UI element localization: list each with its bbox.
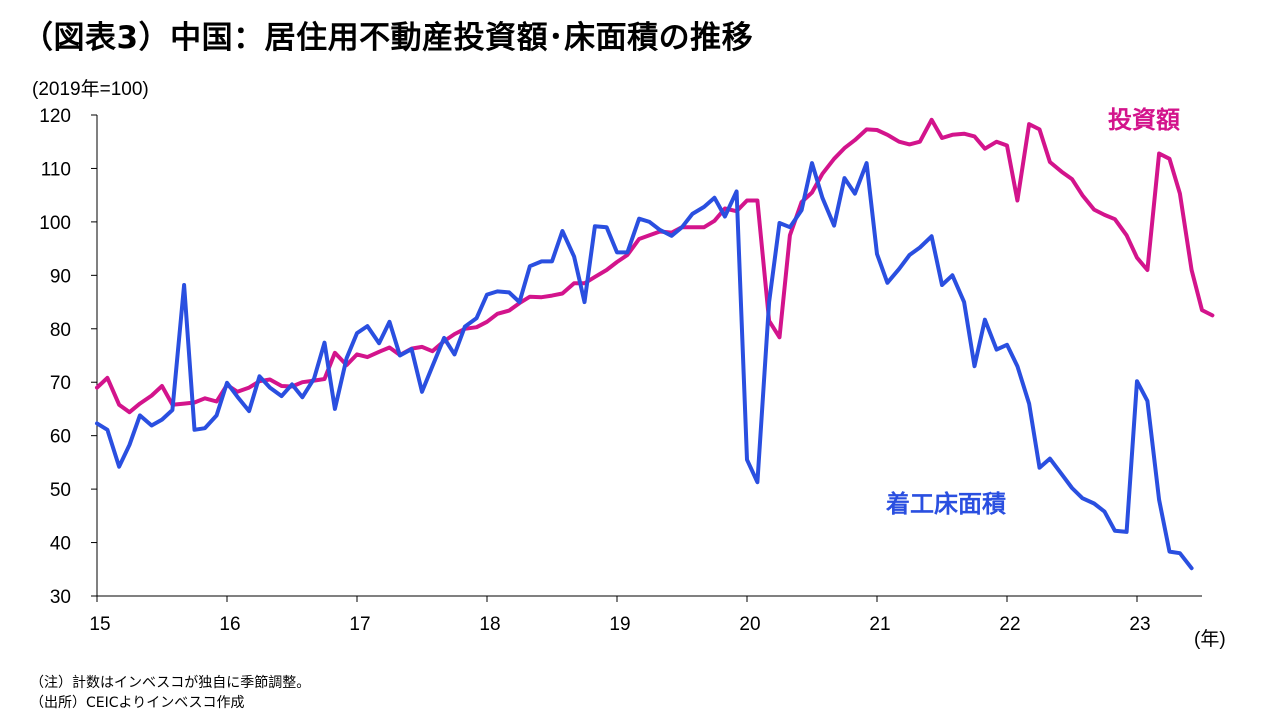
x-tick-label: 19 xyxy=(609,614,630,635)
chart-title: （図表3）中国：居住用不動産投資額･床面積の推移 xyxy=(22,20,754,56)
note-source: （出所）CEICよりインベスコ作成 xyxy=(30,695,245,711)
y-tick-label: 60 xyxy=(50,427,71,448)
x-tick-label: 16 xyxy=(219,614,240,635)
y-tick-label: 90 xyxy=(50,266,71,287)
y-tick-label: 30 xyxy=(50,587,71,608)
series-line-investment xyxy=(95,117,1215,415)
y-tick-label: 100 xyxy=(39,213,71,234)
y-tick-label: 120 xyxy=(39,106,71,127)
series-line-floor-area xyxy=(95,161,1194,571)
x-tick-label: 18 xyxy=(479,614,500,635)
x-tick-label: 21 xyxy=(869,614,890,635)
x-tick-labels: 15 16 17 18 19 20 21 22 23 xyxy=(89,614,1150,635)
series-lines xyxy=(95,117,1215,571)
y-tick-labels: 30 40 50 60 70 80 90 100 110 120 xyxy=(39,106,71,608)
note-seasonal-adjustment: （注）計数はインベスコが独自に季節調整。 xyxy=(30,675,311,691)
x-tick-label: 15 xyxy=(89,614,110,635)
y-axis-unit-label: (2019年=100) xyxy=(32,79,149,100)
x-tick-label: 20 xyxy=(739,614,760,635)
y-tick-label: 40 xyxy=(50,534,71,555)
y-tick-label: 50 xyxy=(50,480,71,501)
series-label-investment: 投資額 xyxy=(1108,106,1180,134)
series-label-floor-area: 着工床面積 xyxy=(886,490,1006,518)
y-tick-label: 70 xyxy=(50,373,71,394)
x-axis-unit-label: (年) xyxy=(1194,628,1226,650)
y-tick-label: 110 xyxy=(41,159,71,180)
y-tick-label: 80 xyxy=(50,320,71,341)
x-tick-label: 22 xyxy=(999,614,1020,635)
axes xyxy=(91,114,1202,602)
x-tick-label: 17 xyxy=(349,614,370,635)
x-tick-label: 23 xyxy=(1129,614,1150,635)
